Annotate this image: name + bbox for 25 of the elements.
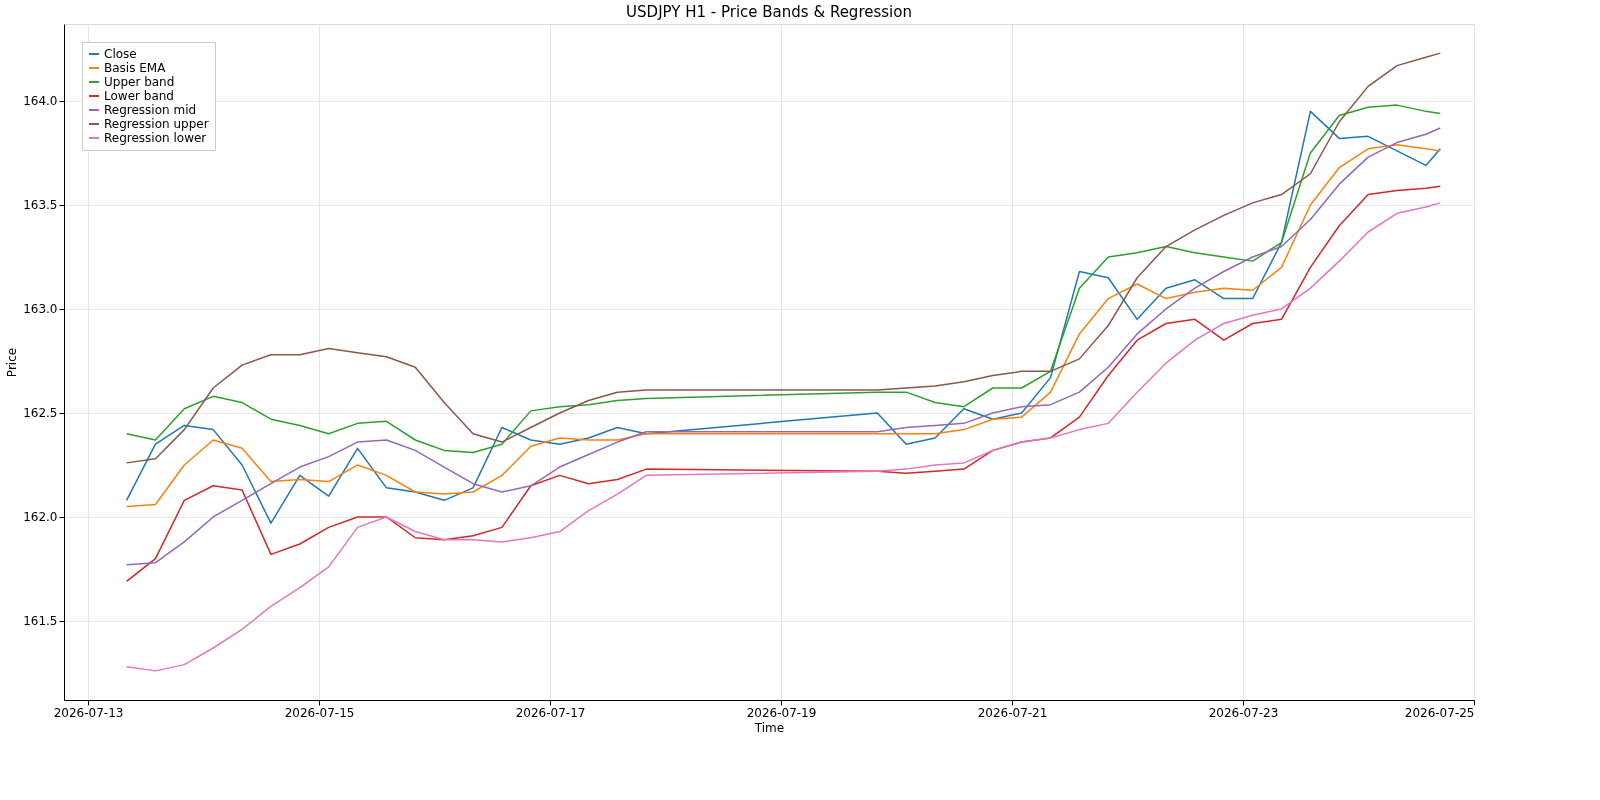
line-series <box>125 202 1442 672</box>
legend-label: Regression lower <box>104 131 207 145</box>
x-tick-label: 2026-07-13 <box>53 705 124 720</box>
legend-label: Upper band <box>104 75 175 89</box>
y-tick-label: 164.0 <box>23 94 58 109</box>
y-tick-label: 162.0 <box>23 510 58 525</box>
x-tick-label: 2026-07-21 <box>977 705 1048 720</box>
x-tick-label: 2026-07-19 <box>746 705 817 720</box>
y-tick-label: 162.5 <box>23 406 58 421</box>
legend-label: Close <box>104 47 137 61</box>
line-series <box>125 185 1442 583</box>
x-tick-label: 2026-07-25 <box>1404 705 1475 720</box>
legend-label: Lower band <box>104 89 174 103</box>
y-axis-title: Price <box>5 347 20 378</box>
x-tick-label: 2026-07-23 <box>1208 705 1279 720</box>
y-tick-label: 163.0 <box>23 302 58 317</box>
legend-label: Regression mid <box>104 103 197 117</box>
chart-title: USDJPY H1 - Price Bands & Regression <box>626 3 912 21</box>
x-tick-label: 2026-07-15 <box>284 705 355 720</box>
legend-label: Basis EMA <box>104 61 167 75</box>
x-axis-title: Time <box>753 720 785 735</box>
y-tick-label: 161.5 <box>23 614 58 629</box>
x-tick-label: 2026-07-17 <box>515 705 586 720</box>
legend-label: Regression upper <box>104 117 209 131</box>
y-tick-label: 163.5 <box>23 198 58 213</box>
